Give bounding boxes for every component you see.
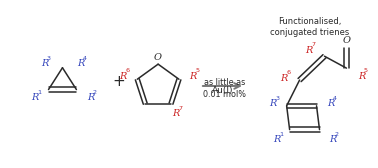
Text: R: R xyxy=(280,74,287,82)
Text: O: O xyxy=(154,53,162,62)
Text: 2: 2 xyxy=(335,132,339,137)
Text: R: R xyxy=(358,72,365,81)
Text: 7: 7 xyxy=(178,106,183,111)
Text: 4: 4 xyxy=(83,56,87,61)
Text: 4: 4 xyxy=(333,96,337,101)
Text: Au(I): Au(I) xyxy=(212,86,233,95)
Text: 6: 6 xyxy=(286,70,290,75)
Text: as little as
0.01 mol%: as little as 0.01 mol% xyxy=(203,78,246,99)
Text: 1: 1 xyxy=(37,90,41,95)
Text: 5: 5 xyxy=(195,68,199,73)
Text: 3: 3 xyxy=(275,96,279,101)
Text: 2: 2 xyxy=(93,90,97,95)
Text: R: R xyxy=(189,72,197,81)
Text: 1: 1 xyxy=(279,132,283,137)
Text: 3: 3 xyxy=(47,56,51,61)
Text: R: R xyxy=(172,109,180,118)
Text: 5: 5 xyxy=(364,68,368,73)
Text: 7: 7 xyxy=(311,42,315,47)
Text: 6: 6 xyxy=(126,68,130,73)
Text: R: R xyxy=(329,135,336,144)
Text: R: R xyxy=(273,135,280,144)
Text: R: R xyxy=(327,99,334,108)
Text: Functionalised,
conjugated trienes: Functionalised, conjugated trienes xyxy=(270,17,349,37)
Text: +: + xyxy=(112,74,125,89)
Text: R: R xyxy=(87,93,94,102)
Text: R: R xyxy=(31,93,38,102)
Text: R: R xyxy=(77,59,84,68)
Text: R: R xyxy=(269,99,276,108)
Text: R: R xyxy=(119,72,127,81)
Text: R: R xyxy=(41,59,48,68)
Text: O: O xyxy=(342,36,350,45)
Text: R: R xyxy=(305,46,312,55)
